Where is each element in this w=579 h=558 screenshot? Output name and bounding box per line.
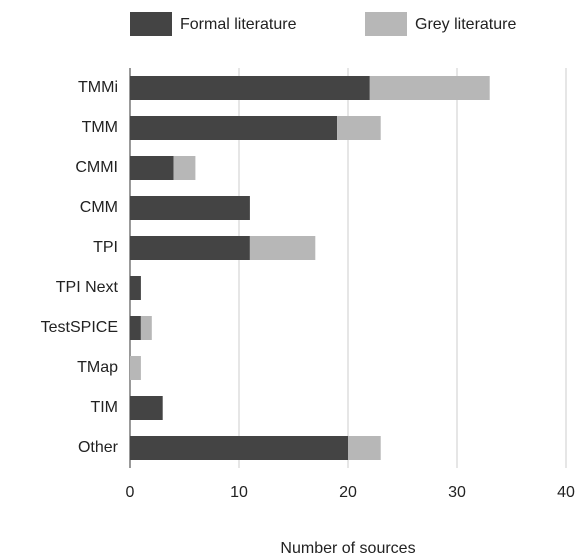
legend-swatch: [130, 12, 172, 36]
x-tick-label: 0: [126, 484, 135, 501]
y-tick-label: TPI Next: [56, 279, 119, 296]
y-tick-label: TestSPICE: [41, 319, 118, 336]
bar-segment: [173, 156, 196, 180]
bar-segment: [130, 156, 174, 180]
y-tick-label: TIM: [90, 399, 118, 416]
bar-segment: [130, 236, 250, 260]
bar-segment: [249, 236, 316, 260]
bar-segment: [130, 116, 338, 140]
legend-label: Grey literature: [415, 16, 516, 33]
y-tick-label: TMap: [77, 359, 118, 376]
bar-segment: [130, 436, 348, 460]
bar-segment: [140, 316, 152, 340]
legend-label: Formal literature: [180, 16, 297, 33]
x-axis-label: Number of sources: [280, 540, 415, 557]
bar-segment: [337, 116, 381, 140]
bar-segment: [130, 196, 250, 220]
bar-segment: [348, 436, 381, 460]
bar-segment: [369, 76, 490, 100]
y-tick-label: TMMi: [78, 79, 118, 96]
y-tick-label: CMM: [80, 199, 118, 216]
y-tick-label: TMM: [82, 119, 118, 136]
x-tick-label: 20: [339, 484, 357, 501]
y-tick-label: TPI: [93, 239, 118, 256]
bar-segment: [130, 356, 141, 380]
bar-segment: [130, 396, 163, 420]
x-tick-label: 30: [448, 484, 466, 501]
legend-swatch: [365, 12, 407, 36]
bar-segment: [130, 316, 141, 340]
x-tick-label: 10: [230, 484, 248, 501]
bar-segment: [130, 76, 370, 100]
bar-segment: [130, 276, 141, 300]
y-tick-label: Other: [78, 439, 119, 456]
x-tick-label: 40: [557, 484, 575, 501]
y-tick-label: CMMI: [75, 159, 118, 176]
